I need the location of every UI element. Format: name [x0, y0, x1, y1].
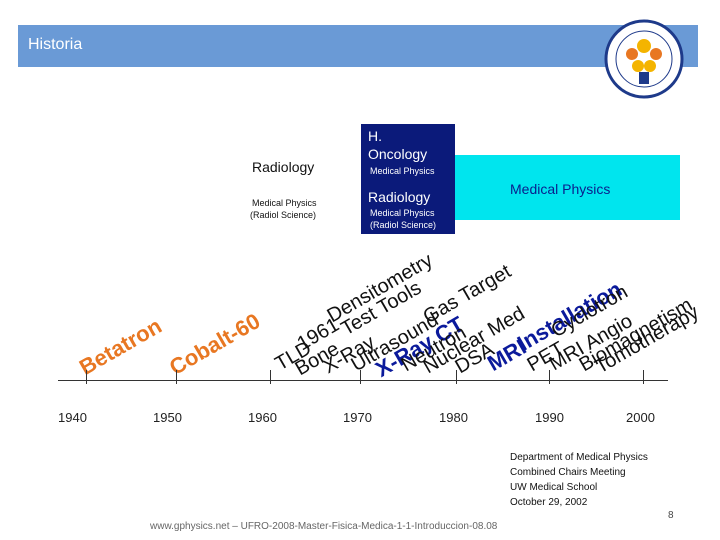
logo-inner-ring — [615, 30, 673, 88]
medical-physics-dark-label: Medical Physics — [370, 166, 435, 176]
header-bar — [18, 25, 698, 67]
mp-radiol-dark-line1: Medical Physics — [370, 208, 435, 218]
label-betatron: Betatron — [75, 313, 166, 380]
university-logo — [604, 19, 684, 99]
radiology-dark-label: Radiology — [368, 189, 431, 205]
medical-physics-cyan-box — [455, 155, 680, 220]
logo-petal-2 — [650, 48, 662, 60]
axis-tick — [643, 370, 644, 384]
dept-line: October 29, 2002 — [510, 497, 588, 508]
year-label: 1970 — [343, 410, 372, 425]
oncology-box — [361, 124, 455, 234]
logo-petal-1 — [626, 48, 638, 60]
year-label: 1960 — [248, 410, 277, 425]
footer-url: www.gphysics.net – UFRO-2008-Master-Fisi… — [150, 521, 498, 532]
year-label: 1950 — [153, 410, 182, 425]
radiology-left-label: Radiology — [252, 159, 315, 175]
logo-ring — [604, 19, 684, 99]
axis-tick — [270, 370, 271, 384]
department-info: Department of Medical Physics Combined C… — [510, 450, 648, 510]
year-label: 1990 — [535, 410, 564, 425]
dept-line: UW Medical School — [510, 482, 598, 493]
medical-physics-cyan-label: Medical Physics — [510, 181, 611, 197]
oncology-label-line2: Oncology — [368, 146, 428, 162]
axis-tick — [176, 370, 177, 384]
dept-line: Department of Medical Physics — [510, 452, 648, 463]
mp-radiol-left-line2: (Radiol Science) — [250, 210, 317, 220]
oncology-label-line1: H. — [368, 128, 382, 144]
axis-tick — [456, 370, 457, 384]
axis-tick — [549, 370, 550, 384]
page-number: 8 — [668, 510, 674, 521]
year-label: 1980 — [439, 410, 468, 425]
logo-petal-3 — [632, 60, 644, 72]
timeline-axis — [58, 380, 668, 381]
dept-line: Combined Chairs Meeting — [510, 467, 626, 478]
axis-tick — [360, 370, 361, 384]
slide-title: Historia — [28, 36, 83, 53]
year-label: 2000 — [626, 410, 655, 425]
mp-radiol-left-line1: Medical Physics — [252, 198, 317, 208]
logo-base — [639, 72, 649, 84]
year-label: 1940 — [58, 410, 87, 425]
label-cobalt-60: Cobalt-60 — [165, 308, 265, 380]
logo-petal-4 — [644, 60, 656, 72]
logo-sun — [637, 39, 651, 53]
mp-radiol-dark-line2: (Radiol Science) — [370, 220, 437, 230]
axis-tick — [86, 370, 87, 384]
